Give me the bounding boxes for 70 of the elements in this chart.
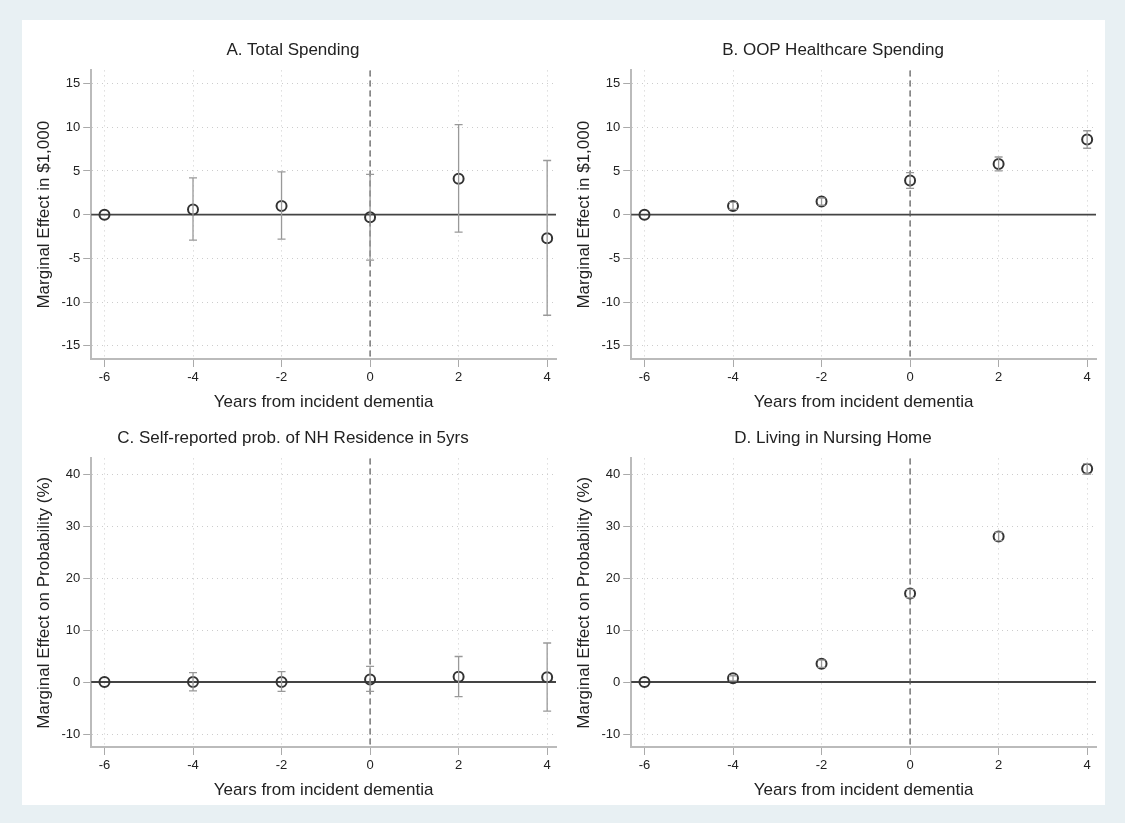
point (187, 203, 200, 216)
x-axis-title: Years from incident dementia (753, 392, 974, 412)
x-tick-label: 0 (366, 369, 374, 385)
x-tick-label: -4 (727, 757, 739, 773)
y-tick-label: -5 (608, 250, 621, 266)
y-tick-label: 10 (605, 118, 621, 134)
point (541, 232, 554, 245)
x-tick-label: -6 (98, 369, 111, 385)
y-tick-label: 0 (72, 206, 81, 222)
x-axis-title: Years from incident dementia (213, 392, 434, 412)
y-axis-title: Marginal Effect on Probability (%) (573, 476, 593, 729)
chart-title: D. Living in Nursing Home (734, 427, 932, 447)
x-tick-label: 2 (454, 369, 463, 385)
x-tick-label: -4 (187, 369, 199, 385)
y-tick-label: -15 (601, 337, 621, 353)
y-tick-label: 15 (65, 75, 81, 91)
x-tick-label: 2 (994, 369, 1003, 385)
point (638, 208, 651, 221)
x-tick-label: 2 (454, 757, 463, 773)
y-tick-label: -10 (61, 293, 81, 309)
y-tick-label: 10 (605, 621, 621, 637)
y-tick-label: -5 (68, 250, 81, 266)
y-tick-label: -10 (601, 725, 621, 741)
x-tick-label: -2 (815, 757, 828, 773)
x-tick-label: -6 (638, 757, 651, 773)
y-tick-label: 0 (72, 673, 81, 689)
x-tick-label: -2 (815, 369, 828, 385)
chart-title: B. OOP Healthcare Spending (722, 39, 944, 59)
x-tick-label: 4 (543, 757, 551, 773)
x-tick-label: 4 (543, 369, 551, 385)
y-tick-label: 5 (72, 162, 81, 178)
y-tick-label: 30 (605, 517, 621, 533)
y-axis-title: Marginal Effect in $1,000 (573, 120, 593, 309)
point (98, 208, 111, 221)
x-tick-label: 4 (1083, 369, 1091, 385)
point (275, 199, 288, 212)
point (638, 676, 651, 688)
x-tick-label: -6 (98, 757, 111, 773)
y-tick-label: 20 (605, 569, 621, 585)
x-axis-title: Years from incident dementia (213, 780, 434, 800)
x-tick-label: 0 (906, 369, 914, 385)
y-tick-label: -10 (61, 725, 81, 741)
y-tick-label: 40 (605, 465, 621, 481)
y-tick-label: 30 (65, 517, 81, 533)
point (364, 211, 377, 224)
chart-title: C. Self-reported prob. of NH Residence in 5yrs (117, 427, 469, 447)
x-tick-label: 0 (906, 757, 914, 773)
x-axis-title: Years from incident dementia (753, 780, 974, 800)
x-tick-label: -6 (638, 369, 651, 385)
x-tick-label: -4 (187, 757, 199, 773)
y-tick-label: 15 (605, 75, 621, 91)
y-axis-title: Marginal Effect on Probability (%) (33, 476, 53, 729)
point (452, 172, 465, 185)
y-tick-label: 0 (612, 206, 621, 222)
y-tick-label: -15 (61, 337, 81, 353)
chart-title: A. Total Spending (226, 39, 360, 59)
x-tick-label: -2 (275, 369, 288, 385)
x-tick-label: 4 (1083, 757, 1091, 773)
y-tick-label: 0 (612, 673, 621, 689)
x-tick-label: 0 (366, 757, 374, 773)
y-tick-label: 40 (65, 465, 81, 481)
y-tick-label: 10 (65, 118, 81, 134)
y-tick-label: -10 (601, 293, 621, 309)
y-tick-label: 20 (65, 569, 81, 585)
y-tick-label: 5 (612, 162, 621, 178)
y-tick-label: 10 (65, 621, 81, 637)
y-axis-title: Marginal Effect in $1,000 (33, 120, 53, 309)
x-tick-label: -2 (275, 757, 288, 773)
x-tick-label: -4 (727, 369, 739, 385)
x-tick-label: 2 (994, 757, 1003, 773)
